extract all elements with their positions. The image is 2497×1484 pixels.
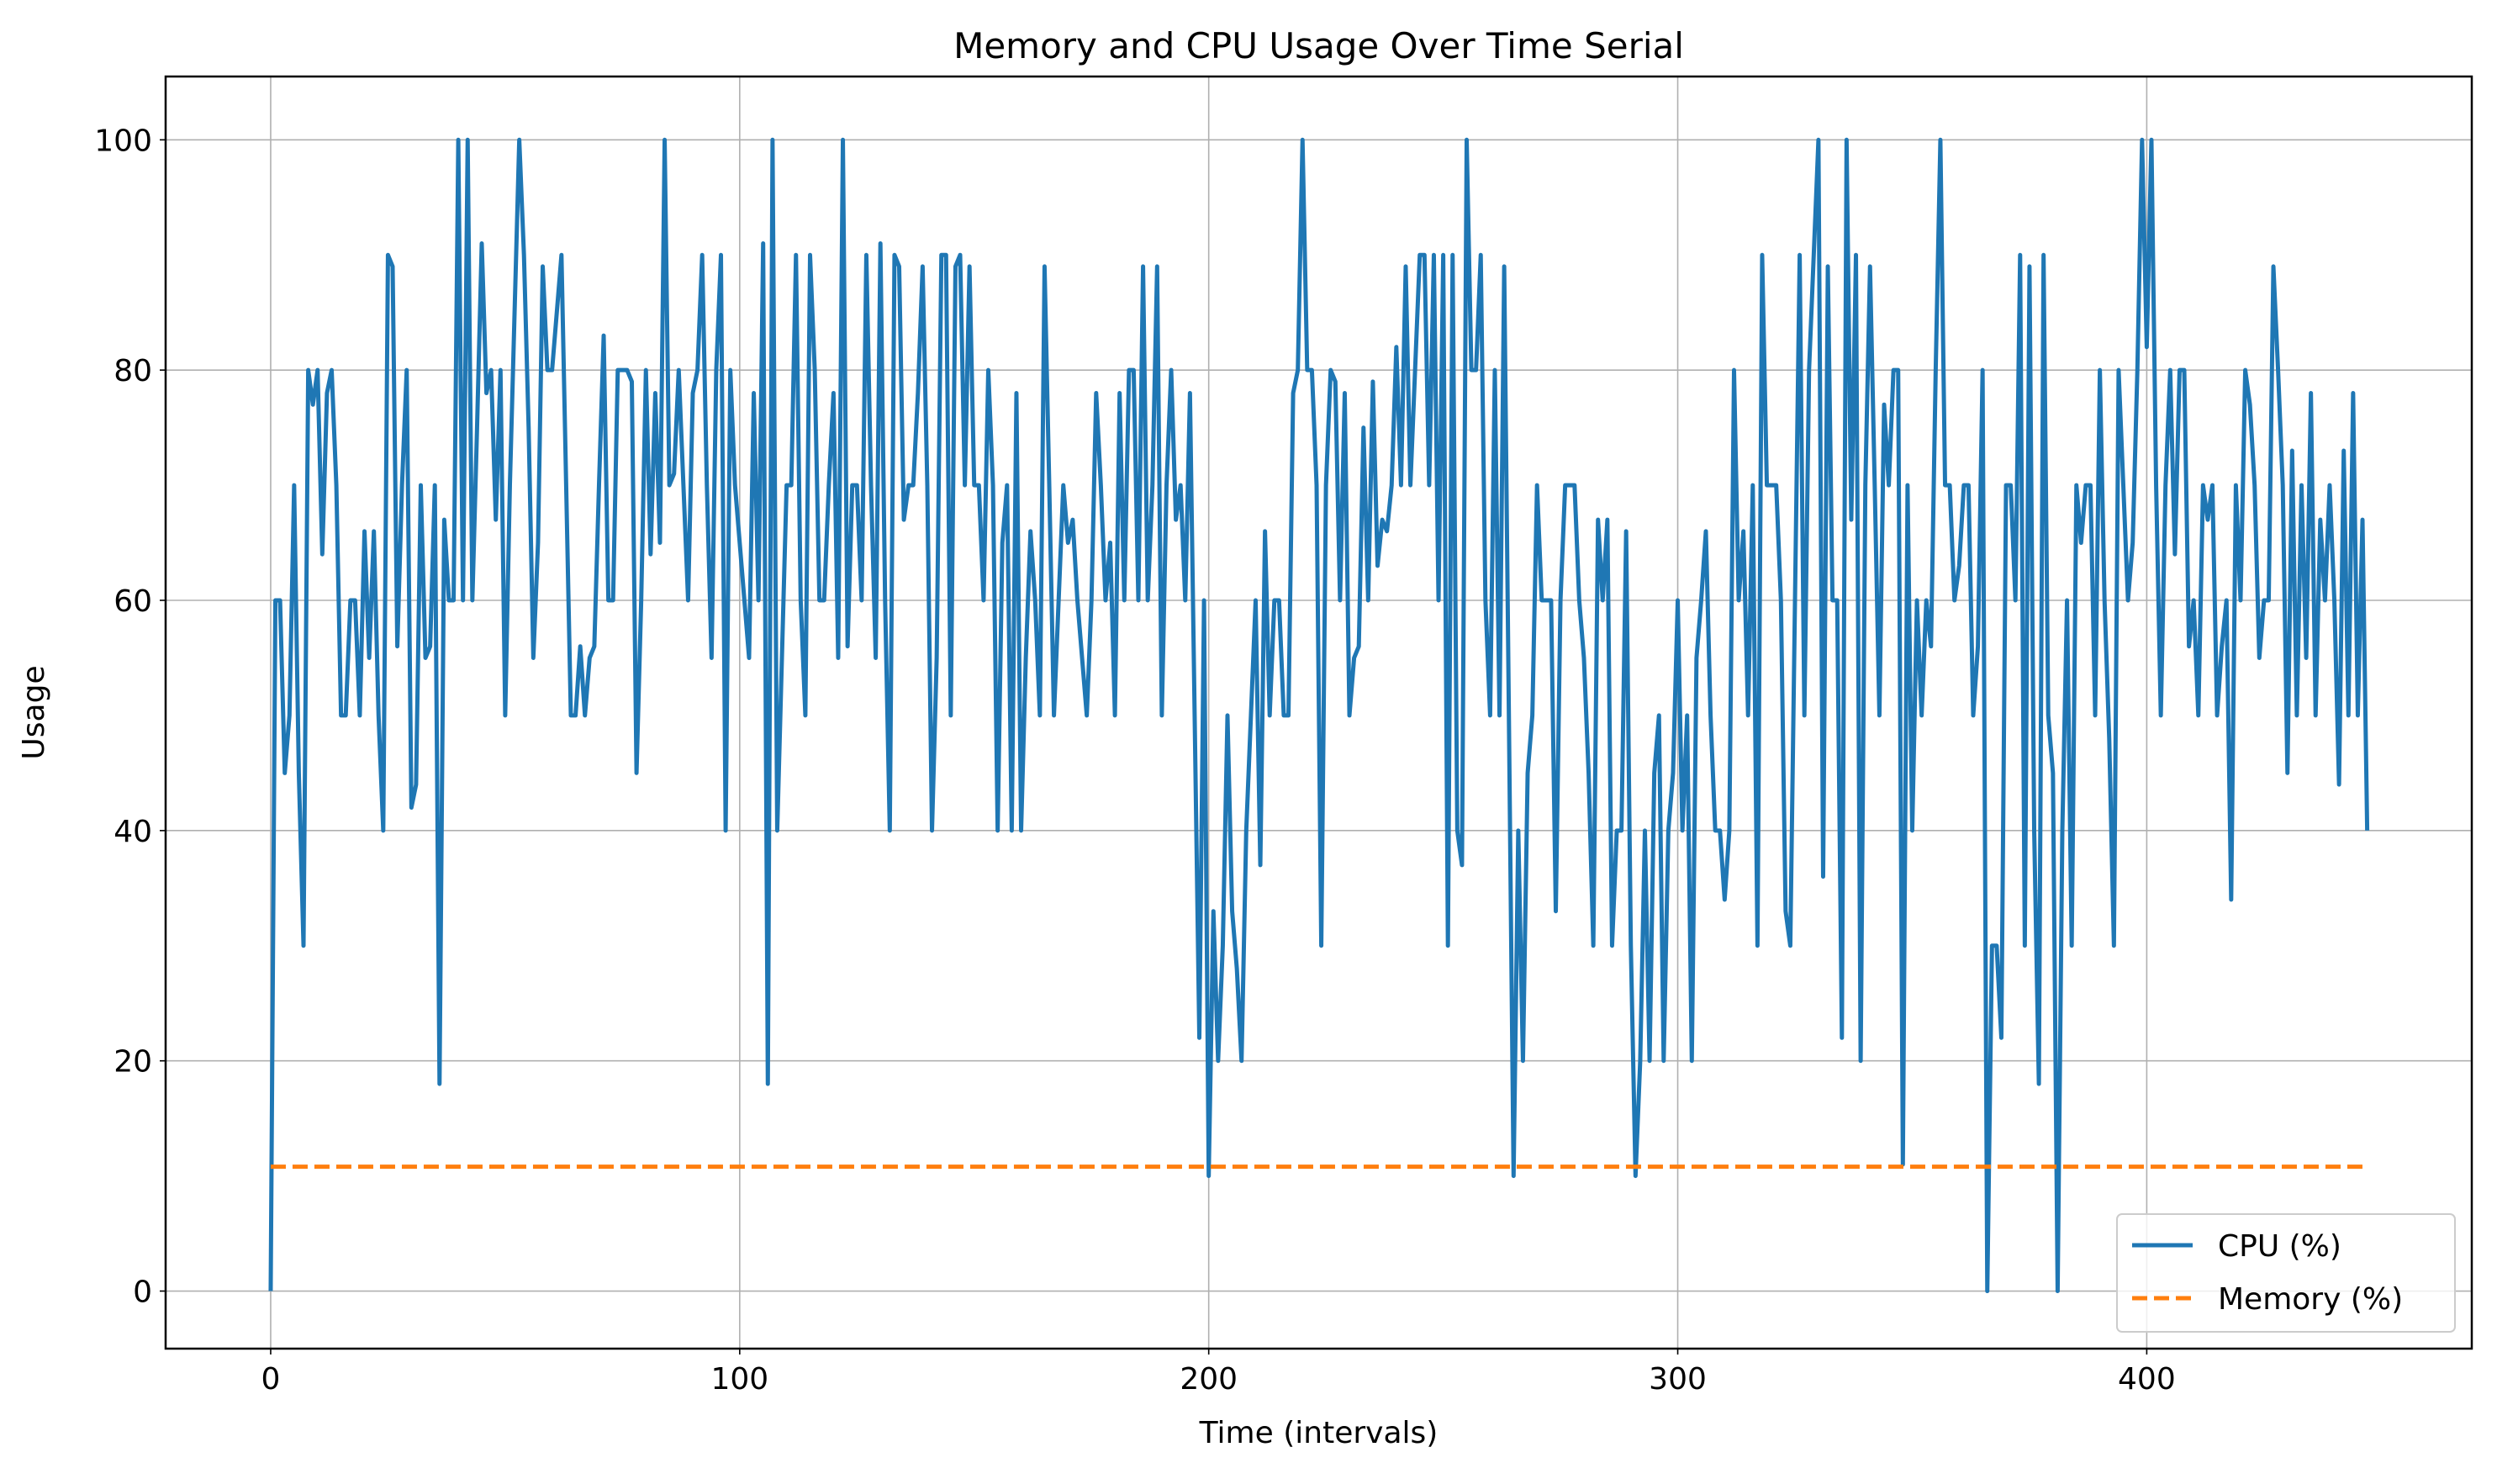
y-tick-label: 40 [114, 815, 152, 849]
x-tick-label: 400 [2118, 1362, 2176, 1397]
x-tick-label: 200 [1180, 1362, 1238, 1397]
grid [166, 77, 2472, 1349]
x-tick-label: 0 [261, 1362, 281, 1397]
chart-title: Memory and CPU Usage Over Time Serial [953, 25, 1684, 66]
x-tick-label: 300 [1649, 1362, 1707, 1397]
legend: CPU (%) Memory (%) [2116, 1213, 2456, 1333]
axes-frame [164, 75, 2473, 1350]
y-tick-label: 0 [133, 1275, 152, 1310]
series-line [268, 137, 2370, 1294]
ticks: 0 100 200 300 400 0 20 40 60 80 100 [94, 124, 2175, 1397]
y-tick-label: 80 [114, 354, 152, 388]
x-tick-label: 100 [710, 1362, 768, 1397]
x-axis-label: Time (intervals) [1199, 1416, 1439, 1450]
y-tick-label: 100 [94, 124, 152, 158]
legend-label: Memory (%) [2218, 1282, 2403, 1317]
plot-lines [268, 137, 2370, 1294]
y-tick-label: 20 [114, 1045, 152, 1080]
legend-label: CPU (%) [2218, 1229, 2341, 1264]
y-tick-label: 60 [114, 584, 152, 619]
legend-box [2116, 1213, 2456, 1333]
y-axis-label: Usage [17, 665, 51, 759]
